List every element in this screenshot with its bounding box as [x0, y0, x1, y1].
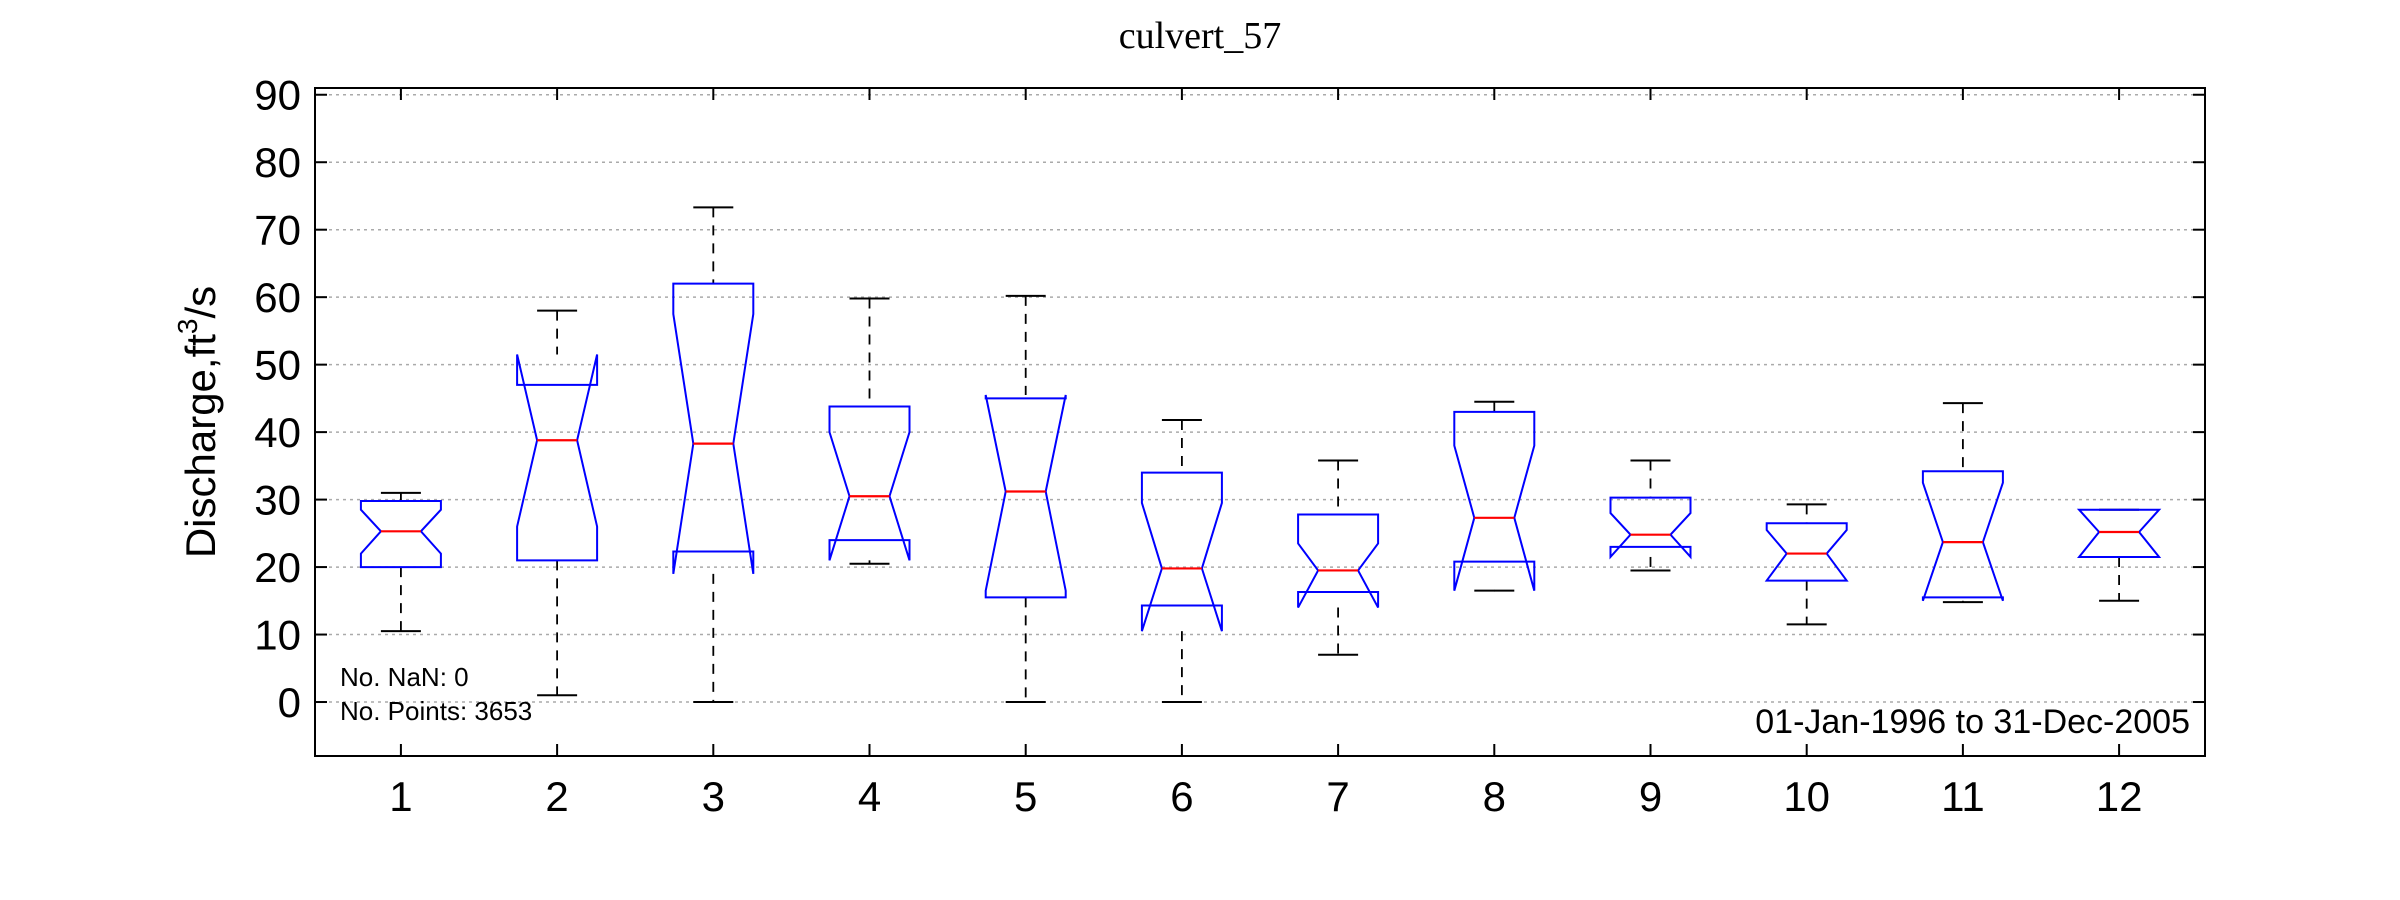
box-group-5: [984, 294, 1067, 704]
x-tick-label-7: 7: [1326, 773, 1349, 820]
box-group-3: [672, 206, 755, 704]
y-tick-label-50: 50: [254, 342, 301, 389]
date-range-label: 01-Jan-1996 to 31-Dec-2005: [1755, 703, 2190, 741]
x-tick-label-11: 11: [1941, 773, 1985, 820]
notched-box-10: [1764, 522, 1849, 582]
chart-title: culvert_57: [1119, 15, 1282, 57]
notched-box-9: [1609, 496, 1692, 560]
box-group-12: [2076, 508, 2162, 602]
y-axis-ticks: 0 10 20 30 40 50 60 70 80 90: [254, 72, 2205, 726]
y-tick-label-10: 10: [254, 612, 301, 659]
notched-box-1: [359, 499, 442, 569]
x-tick-label-12: 12: [2096, 773, 2143, 820]
x-tick-label-2: 2: [545, 773, 568, 820]
plot-frame: [314, 87, 2206, 757]
y-axis-label-superscript: 3: [172, 319, 203, 335]
box-group-2: [516, 309, 599, 697]
x-tick-label-5: 5: [1014, 773, 1037, 820]
box-group-6: [1140, 418, 1223, 704]
notched-box-8: [1453, 410, 1536, 591]
notched-box-3: [672, 282, 755, 574]
y-axis-label: Discharge,ft3/s: [172, 286, 224, 558]
x-axis-ticks: 1 2 3 4 5 6 7 8 9 10 11 12: [389, 88, 2142, 820]
grid-lines: [315, 93, 2205, 703]
box-group-10: [1764, 503, 1849, 626]
box-group-9: [1609, 459, 1692, 572]
notched-box-7: [1297, 513, 1380, 609]
y-tick-label-60: 60: [254, 274, 301, 321]
x-tick-label-8: 8: [1483, 773, 1506, 820]
notched-box-11: [1921, 470, 2004, 602]
y-tick-label-20: 20: [254, 544, 301, 591]
nan-count-label: No. NaN: 0: [340, 662, 469, 692]
notched-box-4: [828, 405, 911, 561]
x-tick-label-9: 9: [1639, 773, 1662, 820]
x-tick-label-6: 6: [1170, 773, 1193, 820]
y-tick-label-40: 40: [254, 409, 301, 456]
notched-box-6: [1140, 471, 1223, 632]
y-tick-label-30: 30: [254, 477, 301, 524]
y-tick-label-70: 70: [254, 207, 301, 254]
notched-box-2: [516, 354, 599, 562]
x-tick-label-10: 10: [1783, 773, 1830, 820]
y-tick-label-90: 90: [254, 72, 301, 119]
box-series: [359, 206, 2162, 704]
box-group-11: [1921, 402, 2004, 604]
y-tick-label-80: 80: [254, 139, 301, 186]
box-group-7: [1297, 459, 1380, 656]
y-axis-label-tail: /s: [177, 286, 224, 319]
box-group-4: [828, 297, 911, 565]
notched-box-12: [2076, 508, 2162, 558]
y-axis-label-base: Discharge,ft: [177, 334, 224, 558]
x-tick-label-1: 1: [389, 773, 412, 820]
y-tick-label-0: 0: [278, 679, 301, 726]
x-tick-label-3: 3: [702, 773, 725, 820]
x-tick-label-4: 4: [858, 773, 881, 820]
points-count-label: No. Points: 3653: [340, 696, 532, 726]
box-group-8: [1453, 400, 1536, 592]
box-group-1: [359, 491, 442, 633]
notched-box-5: [984, 394, 1067, 599]
